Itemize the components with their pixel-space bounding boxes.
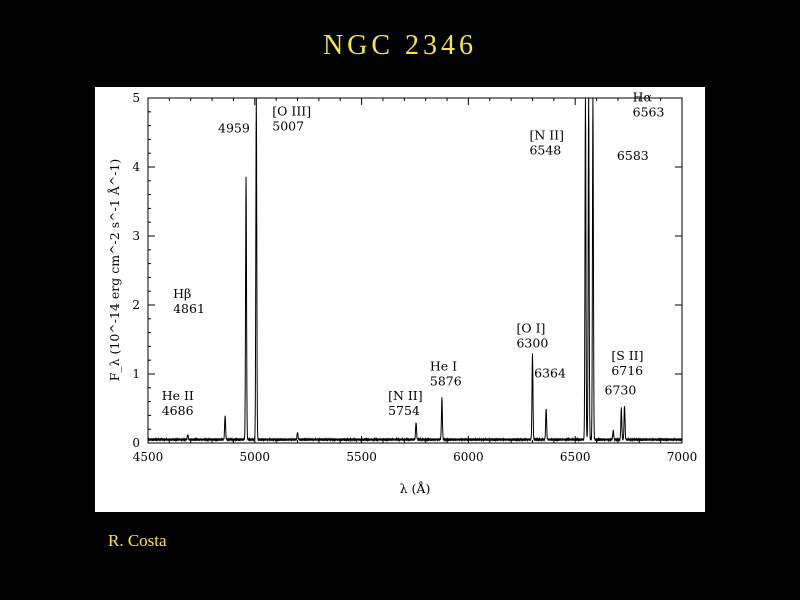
x-tick-label: 6500 <box>560 450 591 464</box>
emission-line-label: 6364 <box>534 365 566 380</box>
emission-line-label: He I <box>430 359 457 374</box>
plot-frame <box>147 97 683 444</box>
emission-line-label: 5876 <box>430 374 462 389</box>
spectrum-plot-panel: 4500 5000 5500 6000 6500 7000 0 1 2 3 4 5 He II 4686… <box>95 87 705 512</box>
emission-line-label: 4686 <box>162 403 194 418</box>
emission-line-label: [S II] <box>611 348 643 363</box>
emission-line-label: Hβ <box>173 286 191 301</box>
emission-line-label: 6548 <box>529 142 561 157</box>
emission-line-label: 4861 <box>173 301 205 316</box>
y-tick-label: 0 <box>132 436 140 450</box>
slide-title: NGC 2346 <box>322 30 478 61</box>
y-tick-label: 1 <box>132 367 140 381</box>
y-tick-label: 3 <box>132 229 140 243</box>
emission-line-label: Hα <box>633 89 653 104</box>
x-tick-label: 7000 <box>667 450 698 464</box>
spectrum-line <box>147 97 683 443</box>
x-axis-label: λ (Å) <box>400 481 431 496</box>
emission-line-label: [O I] <box>516 321 545 336</box>
emission-line-label: 5754 <box>388 403 420 418</box>
emission-line-label: 4959 <box>218 121 250 136</box>
emission-line-label: 6300 <box>516 336 548 351</box>
x-tick-label: 5500 <box>346 450 377 464</box>
axis-ticks: 4500 5000 5500 6000 6500 7000 0 1 2 3 4 5 <box>132 91 697 464</box>
y-tick-label: 4 <box>132 160 140 174</box>
emission-line-label: He II <box>162 388 194 403</box>
x-tick-label: 4500 <box>133 450 164 464</box>
y-axis-label: F_λ (10^-14 erg cm^-2 s^-1 Å^-1) <box>107 159 122 382</box>
emission-line-label: 6583 <box>617 148 649 163</box>
emission-line-label: [N II] <box>388 388 423 403</box>
emission-line-label: 6730 <box>605 383 637 398</box>
emission-line-label: 5007 <box>272 118 304 133</box>
emission-line-label: [O III] <box>272 103 311 118</box>
y-tick-label: 2 <box>132 298 140 312</box>
emission-line-label: 6563 <box>633 104 665 119</box>
emission-line-label: [N II] <box>529 127 564 142</box>
y-tick-label: 5 <box>132 91 140 105</box>
x-tick-label: 6000 <box>453 450 484 464</box>
emission-line-label: 6716 <box>611 363 643 378</box>
spectrum-chart: 4500 5000 5500 6000 6500 7000 0 1 2 3 4 5 He II4686… <box>107 89 697 496</box>
x-tick-label: 5000 <box>240 450 271 464</box>
credit: R. Costa <box>108 531 167 550</box>
